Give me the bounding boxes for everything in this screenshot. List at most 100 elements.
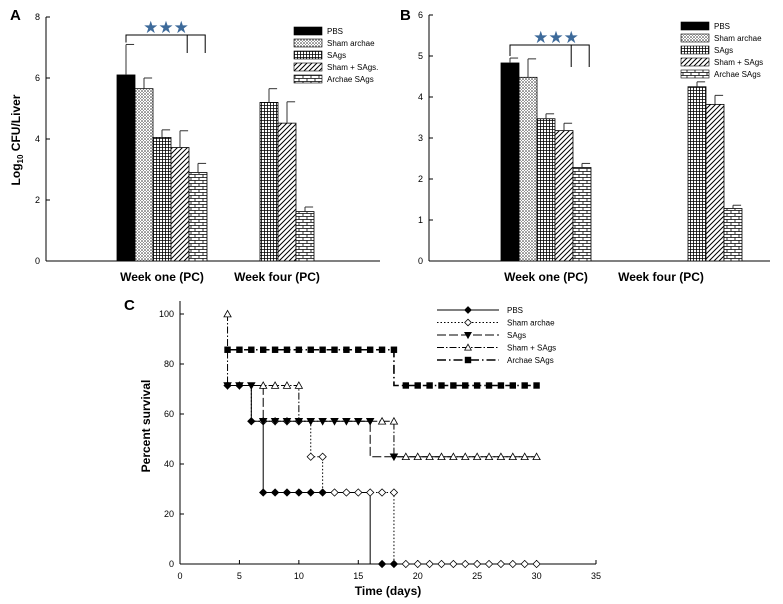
legend-swatch — [680, 21, 710, 31]
data-point — [473, 382, 481, 389]
data-point — [425, 559, 434, 569]
data-point — [450, 382, 457, 389]
bar — [188, 172, 208, 262]
data-point — [532, 452, 541, 461]
legend-swatch — [680, 33, 710, 43]
y-tick-label: 4 — [418, 92, 423, 102]
legend-label: Archae SAgs — [714, 70, 761, 79]
legend-label: Sham + SAgs — [714, 58, 763, 67]
data-point — [485, 382, 493, 389]
legend-swatch — [293, 26, 323, 36]
data-point — [330, 488, 339, 497]
legend-swatch — [293, 74, 323, 84]
x-tick-label: 25 — [472, 571, 482, 581]
legend-label: PBS — [507, 306, 523, 315]
data-point — [438, 382, 445, 389]
data-point — [306, 488, 315, 497]
data-point — [270, 488, 280, 497]
bar — [152, 137, 172, 262]
bar — [572, 167, 592, 262]
data-point — [390, 346, 398, 353]
data-point — [449, 452, 458, 461]
data-point — [270, 417, 280, 426]
legend-label: Sham + SAgs. — [327, 63, 378, 72]
data-point — [377, 559, 387, 569]
x-tick-label: 15 — [353, 571, 363, 581]
data-point — [295, 346, 303, 353]
x-category-label: Week one (PC) — [120, 270, 204, 284]
x-tick-label: 30 — [532, 571, 542, 581]
y-tick-label: 8 — [35, 12, 40, 22]
survival-line — [227, 385, 537, 565]
survival-line — [227, 348, 537, 387]
data-point — [464, 318, 472, 327]
panel-label-a: A — [10, 7, 21, 24]
bar — [277, 122, 297, 262]
bar-chart-b: 0 1 2 3 4 5 6 Week one (PC) Week four (PC) ★★★ PBS… — [418, 10, 770, 284]
bar — [536, 118, 556, 262]
bar — [116, 74, 136, 262]
legend-label: PBS — [327, 27, 343, 36]
data-point — [248, 346, 255, 353]
data-point — [258, 417, 268, 426]
data-point — [472, 452, 482, 461]
data-point — [462, 382, 469, 389]
data-point — [509, 382, 517, 389]
data-point — [366, 488, 375, 497]
data-point — [533, 382, 540, 389]
y-tick-label: 1 — [418, 215, 423, 225]
data-point — [389, 488, 399, 497]
survival-line — [227, 314, 537, 458]
y-tick-label: 20 — [164, 509, 174, 519]
legend-label: PBS — [714, 22, 730, 31]
legend-swatch — [293, 62, 323, 72]
y-tick-label: 100 — [159, 309, 174, 319]
data-point — [460, 452, 470, 461]
y-tick-label: 40 — [164, 459, 174, 469]
data-point — [521, 382, 528, 389]
data-point — [464, 343, 472, 351]
data-point — [377, 488, 387, 497]
legend-swatch — [293, 38, 323, 48]
legend-label: Archae SAgs — [507, 356, 554, 365]
data-point — [294, 381, 304, 389]
panel-label-c: C — [124, 297, 135, 314]
y-tick-label: 0 — [169, 559, 174, 569]
data-point — [508, 452, 518, 461]
data-point — [319, 346, 326, 353]
data-point — [366, 346, 374, 353]
y-tick-label: 3 — [418, 133, 423, 143]
data-point — [496, 559, 506, 569]
data-point — [464, 356, 472, 364]
data-point — [497, 382, 505, 389]
data-point — [318, 452, 327, 461]
data-point — [224, 346, 231, 353]
data-point — [508, 559, 517, 569]
data-point — [520, 452, 529, 461]
data-point — [389, 416, 399, 425]
bar — [500, 62, 520, 262]
legend-swatch — [680, 45, 710, 55]
data-point — [484, 559, 494, 569]
bar-chart-a: 0 2 4 6 8 Week one (PC) Week four (PC) ★★★ PBS Sh… — [35, 12, 380, 284]
y-tick-label: 5 — [418, 51, 423, 61]
data-point — [402, 382, 410, 389]
y-tick-label: 60 — [164, 409, 174, 419]
data-point — [496, 452, 506, 461]
y-tick-label: 6 — [418, 10, 423, 20]
significance-stars: ★★★ — [533, 28, 579, 47]
data-point — [331, 346, 338, 353]
data-point — [294, 488, 304, 497]
y-tick-label: 80 — [164, 359, 174, 369]
data-point — [437, 452, 446, 461]
bar — [259, 102, 279, 262]
data-point — [449, 559, 458, 569]
y-tick-label: 4 — [35, 134, 40, 144]
data-point — [282, 417, 292, 426]
bar — [295, 211, 315, 262]
bar — [723, 208, 743, 262]
data-point — [464, 306, 472, 314]
data-point — [414, 382, 421, 389]
data-point — [223, 309, 232, 318]
